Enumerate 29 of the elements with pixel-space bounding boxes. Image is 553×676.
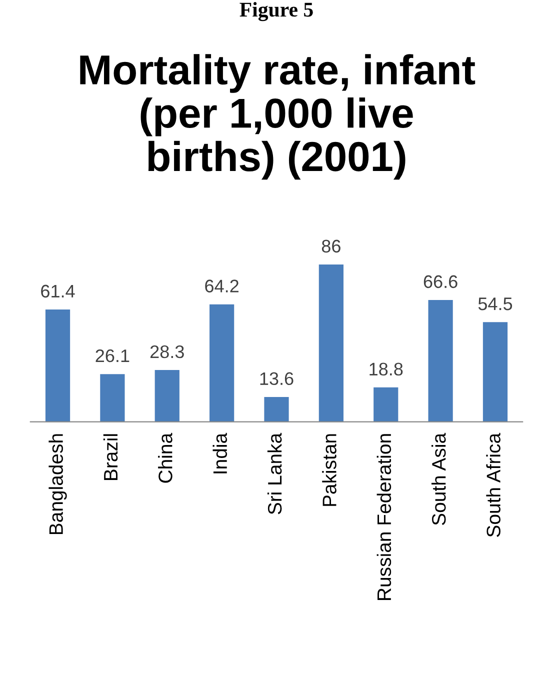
data-label: 18.8 <box>370 362 403 376</box>
x-tick-label: Bangladesh <box>48 434 67 534</box>
x-tick-label: Sri Lanka <box>267 432 282 514</box>
bar <box>154 370 180 422</box>
x-tick-label: Pakistan <box>322 434 336 506</box>
x-tick-label: China <box>158 432 172 483</box>
x-tick-label: South Africa <box>486 432 500 537</box>
data-label: 86 <box>322 240 340 253</box>
data-label: 64.2 <box>205 280 238 292</box>
data-label: 61.4 <box>41 284 75 298</box>
bar <box>482 322 508 422</box>
data-label: 13.6 <box>260 372 294 386</box>
x-tick-label: Brazil <box>103 434 118 480</box>
x-tick-label: Russian Federation <box>376 434 392 600</box>
bar <box>45 309 70 422</box>
data-label: 26.1 <box>96 349 130 362</box>
data-label: 54.5 <box>478 298 512 310</box>
chart-title: Mortality rate, infant (per 1,000 live births) (2001) <box>80 54 476 180</box>
x-tick-label: India <box>212 432 228 474</box>
x-tick-label: South Asia <box>431 432 446 526</box>
bar <box>374 387 398 422</box>
bar <box>100 374 125 422</box>
bar <box>264 396 289 422</box>
caption: Figure 5 <box>240 2 313 22</box>
data-label: 66.6 <box>424 275 458 288</box>
data-label: 28.3 <box>150 345 184 358</box>
bar <box>210 304 234 422</box>
bar <box>318 264 344 422</box>
bar <box>428 300 453 422</box>
